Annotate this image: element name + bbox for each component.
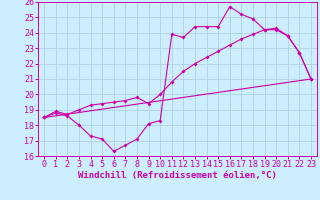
X-axis label: Windchill (Refroidissement éolien,°C): Windchill (Refroidissement éolien,°C) xyxy=(78,171,277,180)
